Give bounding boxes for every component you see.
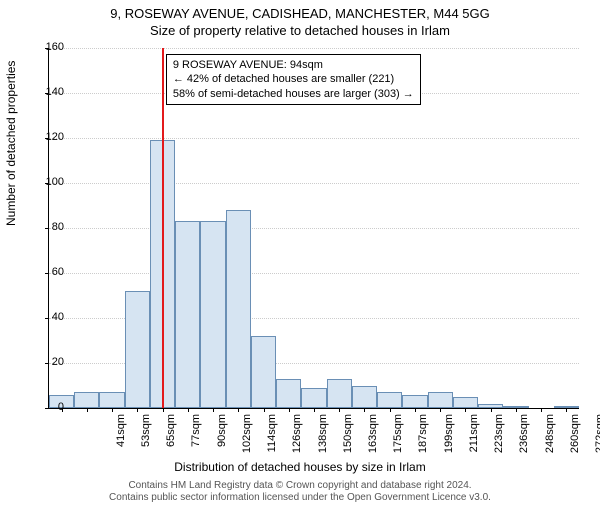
property-marker-line: [162, 48, 164, 408]
xtick-mark: [112, 408, 113, 412]
plot-area: 9 ROSEWAY AVENUE: 94sqm← 42% of detached…: [48, 48, 579, 409]
histogram-bar: [453, 397, 478, 408]
xtick-label: 102sqm: [241, 414, 253, 464]
histogram-bar: [402, 395, 427, 409]
chart-area: 9 ROSEWAY AVENUE: 94sqm← 42% of detached…: [48, 48, 578, 408]
xtick-mark: [440, 408, 441, 412]
y-axis-label: Number of detached properties: [4, 61, 18, 226]
xtick-mark: [314, 408, 315, 412]
annotation-line: ← 42% of detached houses are smaller (22…: [173, 72, 414, 86]
xtick-label: 90sqm: [216, 414, 228, 464]
xtick-mark: [163, 408, 164, 412]
histogram-bar: [428, 392, 453, 408]
xtick-label: 248sqm: [544, 414, 556, 464]
annotation-box: 9 ROSEWAY AVENUE: 94sqm← 42% of detached…: [166, 54, 421, 105]
xtick-mark: [213, 408, 214, 412]
chart-container: 9, ROSEWAY AVENUE, CADISHEAD, MANCHESTER…: [0, 6, 600, 506]
histogram-bar: [200, 221, 225, 408]
xtick-label: 163sqm: [367, 414, 379, 464]
chart-title-sub: Size of property relative to detached ho…: [0, 23, 600, 38]
gridline: [49, 228, 579, 229]
xtick-mark: [541, 408, 542, 412]
xtick-mark: [516, 408, 517, 412]
gridline: [49, 138, 579, 139]
histogram-bar: [276, 379, 301, 408]
histogram-bar: [226, 210, 251, 408]
chart-title-main: 9, ROSEWAY AVENUE, CADISHEAD, MANCHESTER…: [0, 6, 600, 21]
xtick-label: 138sqm: [317, 414, 329, 464]
xtick-mark: [264, 408, 265, 412]
xtick-label: 150sqm: [342, 414, 354, 464]
xtick-label: 65sqm: [165, 414, 177, 464]
xtick-mark: [566, 408, 567, 412]
ytick-label: 60: [34, 266, 64, 278]
gridline: [49, 183, 579, 184]
xtick-label: 175sqm: [392, 414, 404, 464]
histogram-bar: [327, 379, 352, 408]
xtick-label: 211sqm: [468, 414, 480, 464]
xtick-label: 236sqm: [518, 414, 530, 464]
histogram-bar: [251, 336, 276, 408]
ytick-label: 120: [34, 131, 64, 143]
xtick-label: 272sqm: [594, 414, 600, 464]
histogram-bar: [352, 386, 377, 409]
ytick-label: 0: [34, 401, 64, 413]
xtick-label: 126sqm: [291, 414, 303, 464]
histogram-bar: [175, 221, 200, 408]
xtick-mark: [390, 408, 391, 412]
xtick-label: 114sqm: [266, 414, 278, 464]
histogram-bar: [99, 392, 124, 408]
footer-attribution: Contains HM Land Registry data © Crown c…: [0, 480, 600, 504]
xtick-mark: [465, 408, 466, 412]
annotation-line: 58% of semi-detached houses are larger (…: [173, 87, 414, 101]
annotation-line: 9 ROSEWAY AVENUE: 94sqm: [173, 58, 414, 72]
footer-line-1: Contains HM Land Registry data © Crown c…: [0, 480, 600, 492]
ytick-label: 80: [34, 221, 64, 233]
ytick-label: 20: [34, 356, 64, 368]
ytick-label: 40: [34, 311, 64, 323]
xtick-mark: [415, 408, 416, 412]
xtick-mark: [87, 408, 88, 412]
xtick-mark: [188, 408, 189, 412]
xtick-label: 199sqm: [443, 414, 455, 464]
ytick-label: 100: [34, 176, 64, 188]
xtick-mark: [137, 408, 138, 412]
gridline: [49, 48, 579, 49]
xtick-mark: [364, 408, 365, 412]
histogram-bar: [377, 392, 402, 408]
xtick-label: 260sqm: [569, 414, 581, 464]
histogram-bar: [125, 291, 150, 408]
histogram-bar: [301, 388, 326, 408]
ytick-label: 140: [34, 86, 64, 98]
xtick-label: 77sqm: [190, 414, 202, 464]
footer-line-2: Contains public sector information licen…: [0, 492, 600, 504]
xtick-label: 41sqm: [115, 414, 127, 464]
gridline: [49, 273, 579, 274]
xtick-mark: [238, 408, 239, 412]
xtick-mark: [289, 408, 290, 412]
xtick-label: 223sqm: [493, 414, 505, 464]
ytick-label: 160: [34, 41, 64, 53]
xtick-mark: [339, 408, 340, 412]
xtick-label: 53sqm: [140, 414, 152, 464]
xtick-mark: [491, 408, 492, 412]
histogram-bar: [74, 392, 99, 408]
xtick-label: 187sqm: [417, 414, 429, 464]
